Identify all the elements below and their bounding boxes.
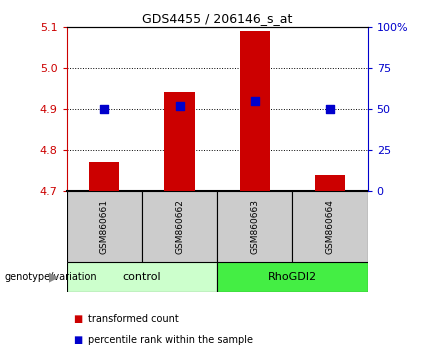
- Bar: [142, 191, 217, 262]
- Bar: [67, 191, 142, 262]
- Bar: [67, 262, 217, 292]
- Point: [176, 103, 183, 108]
- Bar: [217, 262, 368, 292]
- Text: GSM860663: GSM860663: [250, 199, 259, 254]
- Bar: [292, 191, 368, 262]
- Text: ■: ■: [73, 335, 83, 345]
- Text: control: control: [123, 272, 161, 282]
- Bar: [240, 31, 270, 191]
- Text: RhoGDI2: RhoGDI2: [268, 272, 317, 282]
- Text: GSM860664: GSM860664: [326, 199, 335, 254]
- Bar: [315, 175, 345, 191]
- Point: [251, 98, 258, 103]
- Bar: [89, 162, 120, 191]
- Text: ▶: ▶: [49, 270, 59, 284]
- Text: percentile rank within the sample: percentile rank within the sample: [88, 335, 253, 345]
- Point: [101, 106, 108, 112]
- Point: [327, 106, 334, 112]
- Text: GSM860662: GSM860662: [175, 199, 184, 254]
- Text: transformed count: transformed count: [88, 314, 179, 324]
- Title: GDS4455 / 206146_s_at: GDS4455 / 206146_s_at: [142, 12, 292, 25]
- Text: genotype/variation: genotype/variation: [4, 272, 97, 282]
- Bar: [217, 191, 292, 262]
- Bar: [165, 92, 194, 191]
- Text: GSM860661: GSM860661: [100, 199, 109, 254]
- Text: ■: ■: [73, 314, 83, 324]
